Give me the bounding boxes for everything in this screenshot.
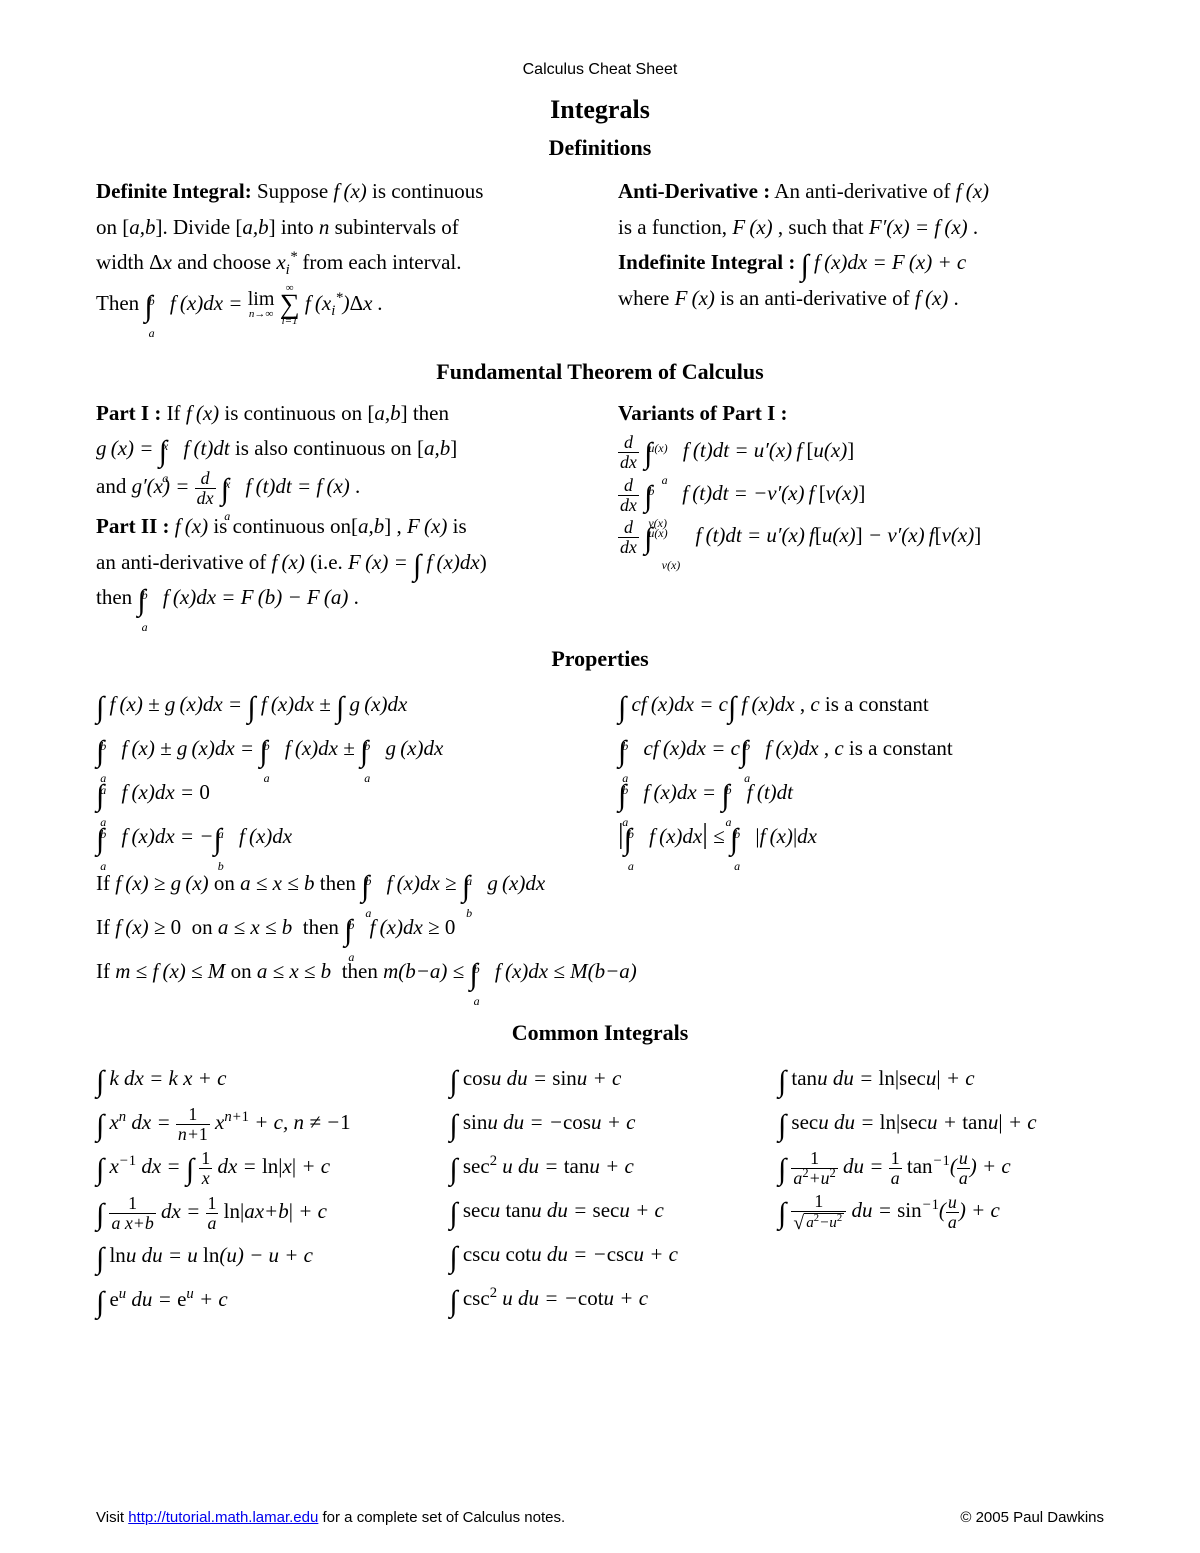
indefinite-integral-label: Indefinite Integral :: [618, 250, 795, 274]
integral-row: ∫ csc2 u du = −cotu + c: [449, 1279, 760, 1319]
footer-copyright: © 2005 Paul Dawkins: [960, 1507, 1104, 1530]
page-footer: Visit http://tutorial.math.lamar.edu for…: [96, 1507, 1104, 1530]
property-row: If f (x) ≥ 0 on a ≤ x ≤ b then ∫ba f (x)…: [96, 908, 1104, 948]
common-integrals-columns: ∫ k dx = k x + c ∫ xn dx = 1n+1 xn+1 + c…: [96, 1055, 1104, 1324]
text: and choose: [172, 250, 276, 274]
property-row: ∫ cf (x)dx = c∫ f (x)dx , c is a constan…: [618, 685, 1104, 725]
integral-row: ∫ secu tanu du = secu + c: [449, 1191, 760, 1231]
property-row: ∫ba f (x)dx = −∫ab f (x)dx: [96, 817, 582, 857]
text: Then: [96, 291, 144, 315]
text: where: [618, 286, 675, 310]
text: an anti-derivative of: [96, 550, 272, 574]
integral-row: ∫ 1a x+b dx = 1a lnax+b + c: [96, 1192, 431, 1232]
variant-formula: ddx ∫u(x)a f (t)dt = u′(x) f [u(x)]: [618, 433, 1104, 471]
property-row: If m ≤ f (x) ≤ M on a ≤ x ≤ b then m(b−a…: [96, 952, 1104, 992]
page-title: Integrals: [96, 90, 1104, 129]
properties-right: ∫ cf (x)dx = c∫ f (x)dx , c is a constan…: [618, 681, 1104, 861]
integral-row: ∫ 1a2−u2 du = sin−1(ua) + c: [778, 1191, 1104, 1232]
property-row: ∫ba f (x)dx = ∫ba f (t)dt: [618, 773, 1104, 813]
property-row: If f (x) ≥ g (x) on a ≤ x ≤ b then ∫ba f…: [96, 864, 1104, 904]
text: is an anti-derivative of: [715, 286, 915, 310]
integral-row: ∫ cosu du = sinu + c: [449, 1059, 760, 1099]
integral-row: ∫ tanu du = lnsecu + c: [778, 1059, 1104, 1099]
text: is a constant: [844, 736, 953, 760]
footer-link[interactable]: http://tutorial.math.lamar.edu: [128, 1509, 318, 1526]
text: If: [161, 401, 186, 425]
text: is: [447, 514, 466, 538]
footer-rest: for a complete set of Calculus notes.: [318, 1509, 565, 1526]
text: on: [96, 215, 122, 239]
definitions-columns: Definite Integral: Suppose f (x) is cont…: [96, 172, 1104, 331]
text: An anti-derivative of: [770, 179, 955, 203]
footer-left: Visit http://tutorial.math.lamar.edu for…: [96, 1507, 565, 1530]
common-col-1: ∫ k dx = k x + c ∫ xn dx = 1n+1 xn+1 + c…: [96, 1055, 431, 1324]
anti-derivative-block: Anti-Derivative : An anti-derivative of …: [618, 172, 1104, 331]
integral-row: ∫ k dx = k x + c: [96, 1059, 431, 1099]
definite-integral-label: Definite Integral:: [96, 179, 252, 203]
text: and: [96, 474, 132, 498]
integral-row: ∫ secu du = lnsecu + tanu + c: [778, 1103, 1104, 1143]
text: is a function,: [618, 215, 732, 239]
text: width: [96, 250, 149, 274]
common-integrals-heading: Common Integrals: [96, 1016, 1104, 1049]
properties-heading: Properties: [96, 642, 1104, 675]
integral-row: ∫ lnu du = u ln(u) − u + c: [96, 1236, 431, 1276]
definitions-heading: Definitions: [96, 131, 1104, 164]
integral-row: ∫ cscu cotu du = −cscu + c: [449, 1235, 760, 1275]
ftc-columns: Part I : If f (x) is continuous on [a,b]…: [96, 394, 1104, 618]
footer-visit: Visit: [96, 1509, 128, 1526]
ftc-variants: Variants of Part I : ddx ∫u(x)a f (t)dt …: [618, 394, 1104, 618]
common-col-3: ∫ tanu du = lnsecu + c ∫ secu du = lnsec…: [778, 1055, 1104, 1324]
text: (i.e.: [305, 550, 348, 574]
riemann-sum-formula: ∫ba f (x)dx = limn→∞ ∞∑i=1 f (xi*)Δx .: [144, 291, 383, 315]
integral-row: ∫ eu du = eu + c: [96, 1280, 431, 1320]
variants-label: Variants of Part I :: [618, 398, 1104, 430]
integral-row: ∫ sinu du = −cosu + c: [449, 1103, 760, 1143]
ftc-heading: Fundamental Theorem of Calculus: [96, 355, 1104, 388]
text: then: [96, 585, 137, 609]
integral-row: ∫ 1a2+u2 du = 1a tan−1(ua) + c: [778, 1147, 1104, 1187]
integral-row: ∫ xn dx = 1n+1 xn+1 + c, n ≠ −1: [96, 1103, 431, 1143]
property-row: ∫aa f (x)dx = 0: [96, 773, 582, 813]
properties-left: ∫ f (x) ± g (x)dx = ∫ f (x)dx ± ∫ g (x)d…: [96, 681, 582, 861]
text: from each interval.: [297, 250, 461, 274]
integral-row: ∫ sec2 u du = tanu + c: [449, 1147, 760, 1187]
property-row: ∫ba f (x) ± g (x)dx = ∫ba f (x)dx ± ∫ba …: [96, 729, 582, 769]
property-row: |∫ba f (x)dx| ≤ ∫ba f (x)dx: [618, 817, 1104, 857]
text: is also continuous on: [230, 436, 417, 460]
text: is continuous: [367, 179, 484, 203]
definite-integral-block: Definite Integral: Suppose f (x) is cont…: [96, 172, 582, 331]
text: is a constant: [820, 692, 929, 716]
text: then: [408, 401, 449, 425]
text: . Divide: [163, 215, 236, 239]
common-col-2: ∫ cosu du = sinu + c ∫ sinu du = −cosu +…: [449, 1055, 760, 1324]
text: subintervals of: [329, 215, 458, 239]
integral-row: ∫ x−1 dx = ∫ 1x dx = lnx + c: [96, 1147, 431, 1187]
anti-derivative-label: Anti-Derivative :: [618, 179, 770, 203]
property-row: ∫ba cf (x)dx = c∫ba f (x)dx , c is a con…: [618, 729, 1104, 769]
ftc-part2-label: Part II :: [96, 514, 169, 538]
running-header: Calculus Cheat Sheet: [96, 58, 1104, 82]
property-row: ∫ f (x) ± g (x)dx = ∫ f (x)dx ± ∫ g (x)d…: [96, 685, 582, 725]
ftc-part1-part2: Part I : If f (x) is continuous on [a,b]…: [96, 394, 582, 618]
ftc-part1-label: Part I :: [96, 401, 161, 425]
page: Calculus Cheat Sheet Integrals Definitio…: [0, 0, 1200, 1553]
properties-full-width: If f (x) ≥ g (x) on a ≤ x ≤ b then ∫ba f…: [96, 864, 1104, 992]
text: Suppose: [252, 179, 334, 203]
variant-formula: ddx ∫bv(x) f (t)dt = −v′(x) f [v(x)]: [618, 476, 1104, 514]
properties-columns: ∫ f (x) ± g (x)dx = ∫ f (x)dx ± ∫ g (x)d…: [96, 681, 1104, 861]
text: , such that: [773, 215, 869, 239]
text: is continuous on: [219, 401, 367, 425]
variant-formula: ddx ∫u(x)v(x) f (t)dt = u′(x) f[u(x)] − …: [618, 518, 1104, 556]
text: into: [276, 215, 319, 239]
